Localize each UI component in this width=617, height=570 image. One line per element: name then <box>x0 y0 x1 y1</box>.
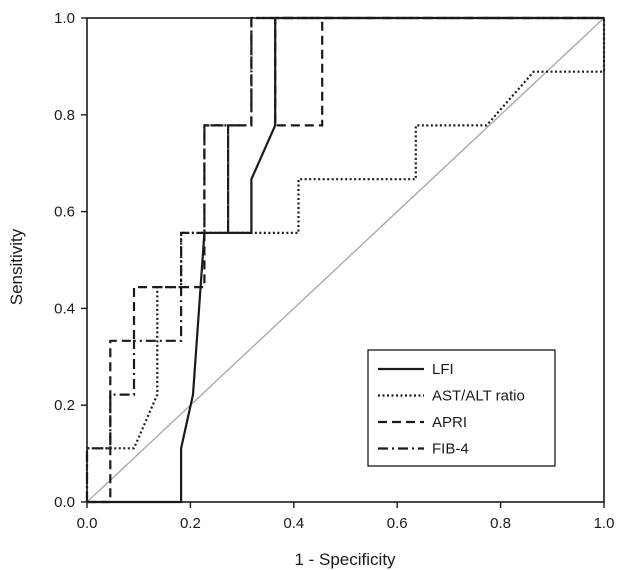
x-axis-label: 1 - Specificity <box>294 550 396 569</box>
x-tick-label: 0.4 <box>283 515 304 532</box>
y-tick-label: 0.4 <box>54 300 75 317</box>
y-tick-label: 1.0 <box>54 10 75 27</box>
x-tick-label: 0.8 <box>490 515 511 532</box>
legend-label-lfi: LFI <box>432 361 454 378</box>
y-tick-label: 0.0 <box>54 494 75 511</box>
x-tick-label: 1.0 <box>594 515 615 532</box>
legend-label-fib-4: FIB-4 <box>432 441 469 458</box>
plot-frame <box>86 17 605 503</box>
y-tick-label: 0.2 <box>54 397 75 414</box>
y-tick-label: 0.8 <box>54 107 75 124</box>
x-tick-label: 0.6 <box>387 515 408 532</box>
legend-label-apri: APRI <box>432 414 467 431</box>
legend: LFI AST/ALT ratio APRI FIB-4 <box>367 349 556 467</box>
series-line-fib-4 <box>85 16 604 502</box>
y-axis-label: Sensitivity <box>7 228 26 305</box>
reference-diagonal-line <box>86 17 605 503</box>
y-tick-label: 0.6 <box>54 204 75 221</box>
legend-label-ast-alt-ratio: AST/ALT ratio <box>432 388 525 405</box>
x-tick-label: 0.2 <box>180 515 201 532</box>
series-line-apri <box>87 16 604 504</box>
x-tick-label: 0.0 <box>77 515 98 532</box>
series-line-ast-alt-ratio <box>85 18 606 502</box>
